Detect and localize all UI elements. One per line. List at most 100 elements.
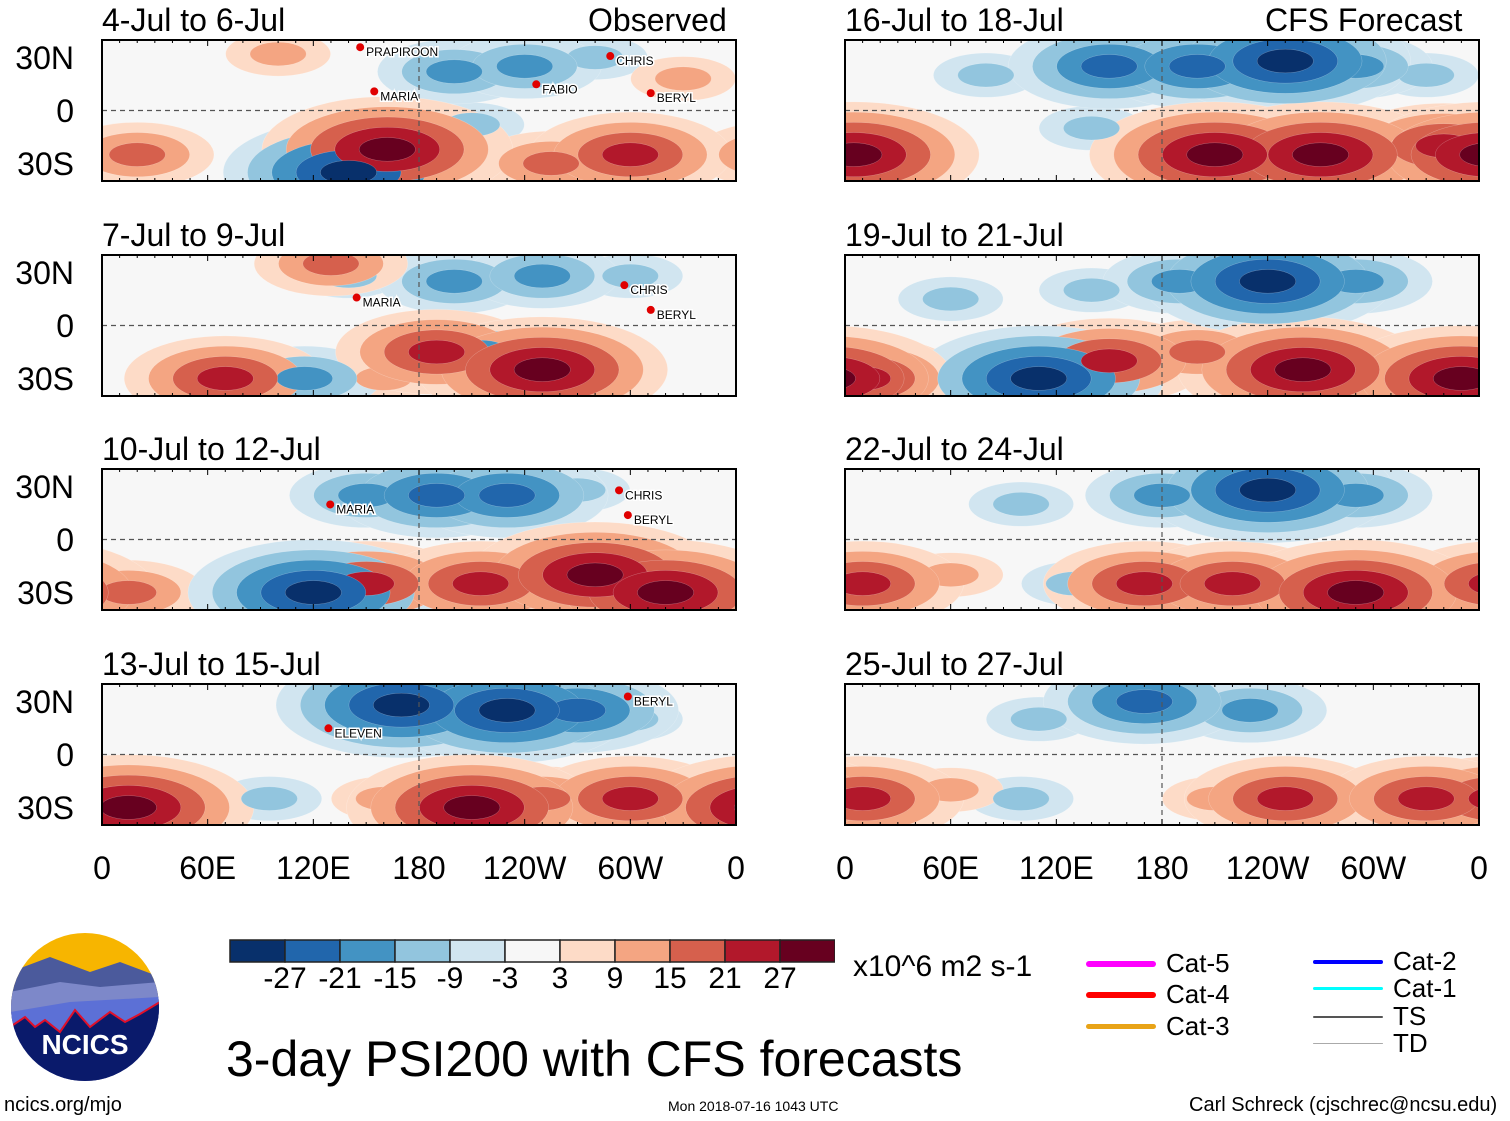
negative-anomaly-contour xyxy=(1239,477,1297,503)
positive-anomaly-contour xyxy=(1292,142,1349,167)
positive-anomaly-contour xyxy=(302,255,360,276)
storm-label: MARIA xyxy=(336,502,374,516)
footer-url[interactable]: ncics.org/mjo xyxy=(4,1094,122,1116)
panel-frame xyxy=(844,39,1480,182)
map-panel xyxy=(844,683,1480,826)
lon-tick-label: 180 xyxy=(1135,850,1189,886)
negative-anomaly-contour xyxy=(1010,707,1068,732)
positive-anomaly-contour xyxy=(358,137,416,162)
lon-tick-label: 180 xyxy=(392,850,446,886)
positive-anomaly-contour xyxy=(513,357,571,382)
positive-anomaly-contour xyxy=(845,142,883,167)
positive-anomaly-contour xyxy=(845,786,892,811)
storm-label: CHRIS xyxy=(616,54,653,68)
positive-anomaly-contour xyxy=(1080,348,1138,373)
negative-anomaly-contour xyxy=(1239,269,1297,294)
panel-frame xyxy=(101,468,737,611)
lon-tick-label: 120E xyxy=(275,850,351,886)
positive-anomaly-contour xyxy=(1204,571,1261,596)
positive-anomaly-contour xyxy=(601,786,659,811)
negative-anomaly-contour xyxy=(1010,366,1068,391)
positive-anomaly-contour xyxy=(1186,142,1244,167)
negative-anomaly-contour xyxy=(601,263,659,289)
legend-item: Cat-2 xyxy=(1313,946,1457,977)
lon-tick-label: 60W xyxy=(1340,850,1407,886)
track-line-swatch xyxy=(1313,959,1383,964)
negative-anomaly-contour xyxy=(513,263,571,289)
colorbar-tick-label: -15 xyxy=(373,962,417,995)
negative-anomaly-contour xyxy=(992,492,1050,517)
panel-title: 10-Jul to 12-Jul xyxy=(102,431,321,467)
legend-label: Cat-3 xyxy=(1166,1011,1230,1041)
negative-anomaly-contour xyxy=(408,483,466,508)
negative-anomaly-contour xyxy=(1080,54,1138,79)
legend-label: TS xyxy=(1393,1001,1427,1031)
track-line-swatch xyxy=(1086,991,1156,998)
storm-label: BERYL xyxy=(657,91,696,105)
positive-anomaly-contour xyxy=(452,571,510,596)
storm-label: MARIA xyxy=(380,89,418,103)
units-label: x10^6 m2 s-1 xyxy=(853,950,1033,983)
negative-anomaly-contour xyxy=(1168,54,1226,79)
colorbar-tick-label: 3 xyxy=(551,962,569,995)
lat-tick-label: 0 xyxy=(56,307,74,344)
positive-anomaly-contour xyxy=(718,138,736,172)
positive-anomaly-contour xyxy=(102,580,157,605)
storm-marker-icon xyxy=(370,87,379,96)
lat-tick-label: 30S xyxy=(17,360,74,397)
lat-tick-label: 30N xyxy=(15,39,74,76)
positive-anomaly-contour xyxy=(196,366,254,391)
legend-item: TD xyxy=(1313,1028,1428,1059)
colorbar-swatches xyxy=(229,939,836,963)
observed-column-label: Observed xyxy=(588,2,727,38)
legend-item: Cat-5 xyxy=(1086,948,1230,979)
negative-anomaly-contour xyxy=(1063,278,1120,303)
forecast-column-label: CFS Forecast xyxy=(1265,2,1463,38)
storm-marker-icon xyxy=(352,293,361,302)
negative-anomaly-contour xyxy=(240,786,298,811)
lat-tick-label: 30S xyxy=(17,145,74,182)
positive-anomaly-contour xyxy=(249,41,307,67)
storm-marker-icon xyxy=(646,89,655,98)
map-panel: CHRIS MARIA BERYL xyxy=(101,468,737,611)
storm-label: CHRIS xyxy=(625,488,662,502)
positive-anomaly-contour xyxy=(654,66,712,91)
colorbar-tick-label: -9 xyxy=(436,962,464,995)
positive-anomaly-contour xyxy=(1459,143,1479,167)
panel-title: 22-Jul to 24-Jul xyxy=(845,431,1064,467)
positive-anomaly-contour xyxy=(845,571,892,596)
positive-anomaly-contour xyxy=(566,562,624,587)
lon-tick-label: 0 xyxy=(836,850,854,886)
negative-anomaly-contour xyxy=(372,692,430,718)
negative-anomaly-contour xyxy=(922,286,980,312)
colorbar-swatch xyxy=(779,939,836,963)
storm-marker-icon xyxy=(646,305,655,314)
lon-tick-label: 60E xyxy=(922,850,980,886)
positive-anomaly-contour xyxy=(1468,789,1479,809)
positive-anomaly-contour xyxy=(637,580,694,605)
positive-anomaly-contour xyxy=(522,151,580,176)
storm-marker-icon xyxy=(623,692,632,701)
storm-label: PRAPIROON xyxy=(366,45,438,59)
panel-frame xyxy=(844,683,1480,826)
legend-item: Cat-1 xyxy=(1313,973,1457,1004)
lon-tick-label: 0 xyxy=(93,850,111,886)
map-panel: PRAPIROON MARIA FABIO CHRIS BERYL xyxy=(101,39,737,182)
lat-tick-label: 30N xyxy=(15,683,74,720)
panel-title: 7-Jul to 9-Jul xyxy=(102,217,286,253)
negative-anomaly-contour xyxy=(1256,48,1314,74)
colorbar-tick-label: -3 xyxy=(491,962,519,995)
panel-title: 4-Jul to 6-Jul xyxy=(102,2,286,38)
positive-anomaly-contour xyxy=(408,339,466,365)
lon-tick-label: 60W xyxy=(597,850,664,886)
negative-anomaly-contour xyxy=(1063,116,1120,141)
track-line-swatch xyxy=(1313,987,1383,990)
colorbar-swatch xyxy=(504,939,561,963)
negative-anomaly-contour xyxy=(320,160,377,181)
positive-anomaly-contour xyxy=(1274,357,1332,382)
colorbar-tick-label: -21 xyxy=(318,962,362,995)
storm-marker-icon xyxy=(620,281,629,290)
lon-tick-label: 60E xyxy=(179,850,237,886)
negative-anomaly-contour xyxy=(425,59,483,84)
legend-label: Cat-1 xyxy=(1393,973,1457,1003)
